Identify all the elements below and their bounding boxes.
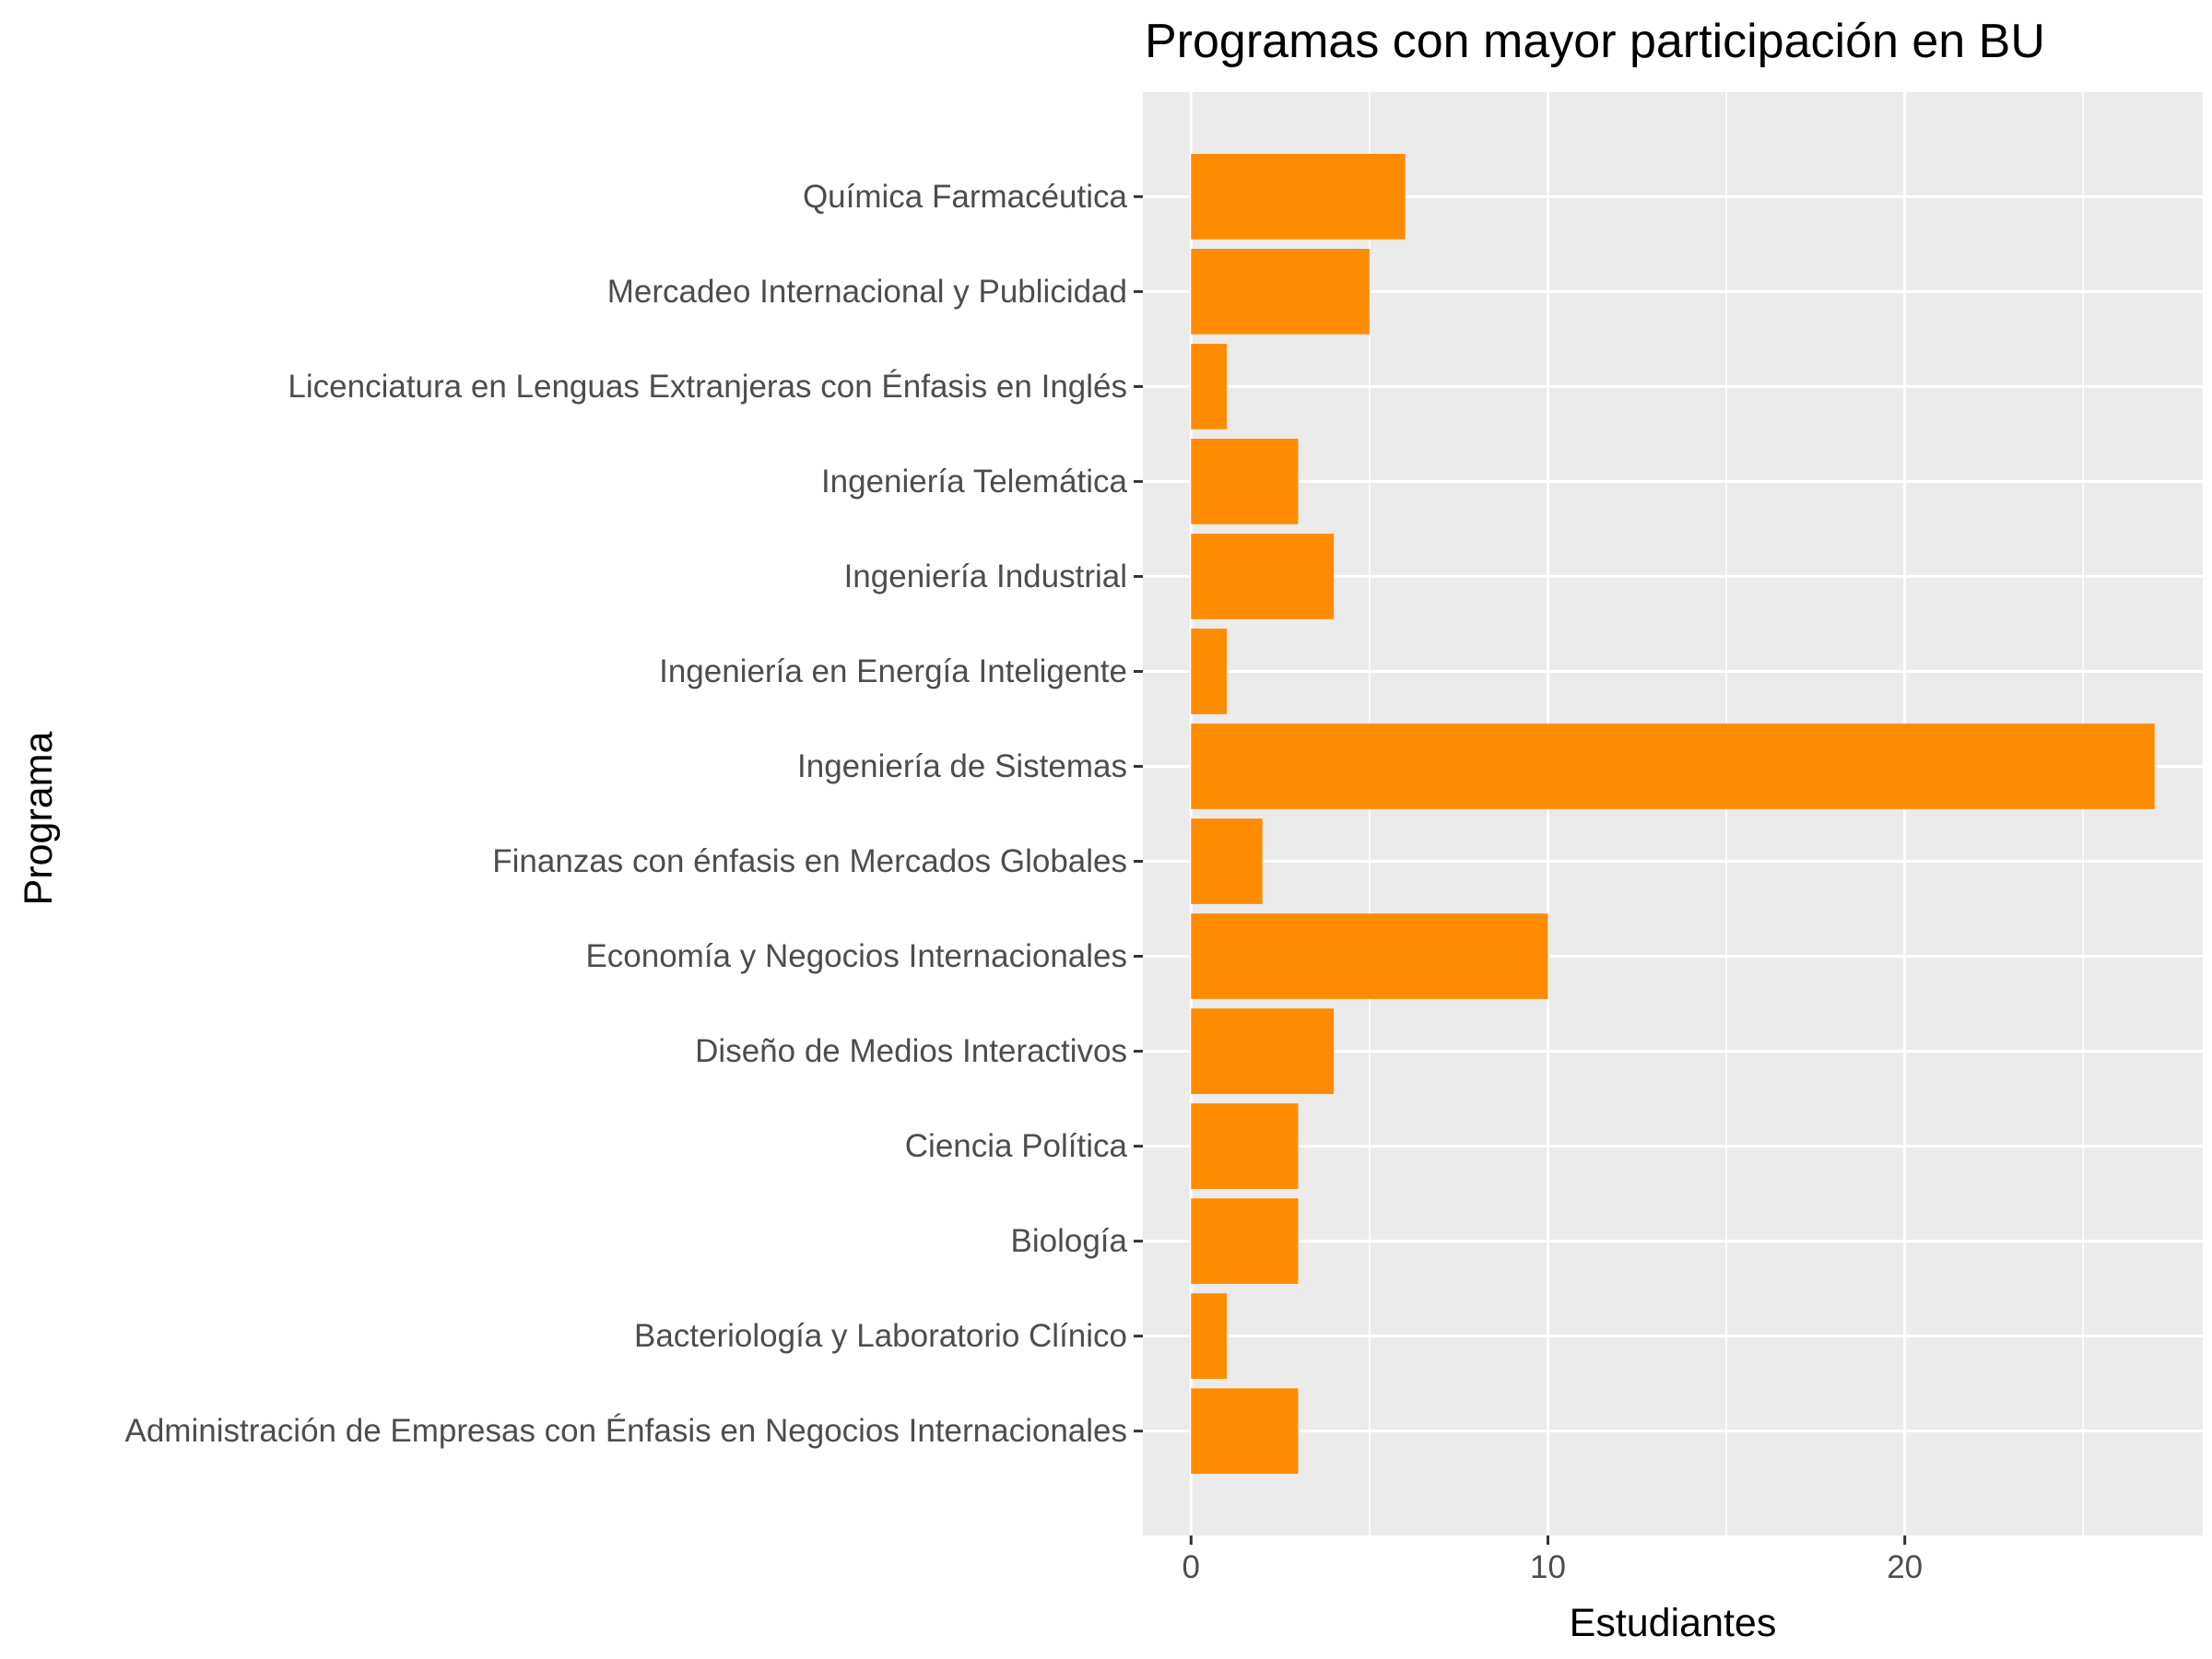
x-tick-label: 0 xyxy=(1182,1549,1200,1585)
bar xyxy=(1191,818,1263,904)
y-tick-label: Finanzas con énfasis en Mercados Globale… xyxy=(492,843,1127,879)
y-tick-label: Ingeniería de Sistemas xyxy=(797,748,1127,784)
bar xyxy=(1191,153,1406,240)
chart-title: Programas con mayor participación en BU xyxy=(1145,15,2045,68)
y-tick-label: Mercadeo Internacional y Publicidad xyxy=(607,274,1127,310)
bar xyxy=(1191,534,1335,619)
y-axis: Administración de Empresas con Énfasis e… xyxy=(124,179,1143,1449)
bar xyxy=(1191,629,1227,714)
bar xyxy=(1191,439,1299,524)
y-tick-label: Economía y Negocios Internacionales xyxy=(585,938,1127,974)
bar xyxy=(1191,724,2155,809)
y-tick-label: Ingeniería en Energía Inteligente xyxy=(659,653,1127,689)
bar xyxy=(1191,1103,1299,1189)
y-tick-label: Ingeniería Telemática xyxy=(821,464,1128,500)
y-tick-label: Licenciatura en Lenguas Extranjeras con … xyxy=(288,369,1127,405)
bar xyxy=(1191,1198,1299,1284)
y-tick-label: Diseño de Medios Interactivos xyxy=(695,1033,1127,1069)
y-tick-label: Ciencia Política xyxy=(905,1128,1128,1164)
x-tick-label: 20 xyxy=(1887,1549,1923,1585)
y-tick-label: Administración de Empresas con Énfasis e… xyxy=(124,1413,1127,1449)
plot-panel xyxy=(1143,92,2203,1535)
y-tick-label: Bacteriología y Laboratorio Clínico xyxy=(634,1318,1127,1354)
bar xyxy=(1191,1388,1299,1475)
bar xyxy=(1191,1293,1227,1380)
y-tick-label: Química Farmacéutica xyxy=(803,179,1128,215)
x-tick-label: 10 xyxy=(1530,1549,1566,1585)
x-axis: 0 10 20 xyxy=(1182,1535,1923,1585)
x-axis-title: Estudiantes xyxy=(1570,1601,1777,1645)
bar xyxy=(1191,248,1370,335)
y-tick-label: Biología xyxy=(1011,1223,1128,1259)
bar xyxy=(1191,344,1227,429)
y-axis-title: Programa xyxy=(17,732,61,906)
bar xyxy=(1191,1008,1335,1094)
bar xyxy=(1191,913,1548,999)
y-tick-label: Ingeniería Industrial xyxy=(844,559,1127,594)
